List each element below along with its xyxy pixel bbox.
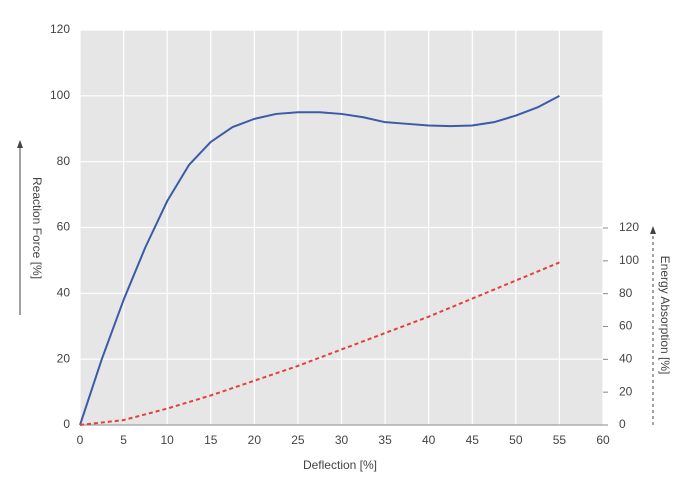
x-tick-label: 30 [335, 433, 349, 447]
y2-tick-label: 20 [619, 384, 633, 398]
y2-tick-label: 80 [619, 286, 633, 300]
y-arrow-head [17, 140, 23, 148]
x-tick-label: 40 [422, 433, 436, 447]
x-tick-label: 45 [466, 433, 480, 447]
series-line [79, 94, 560, 426]
x-tick-label: 5 [120, 433, 127, 447]
y2-tick-label: 40 [619, 352, 633, 366]
x-tick-label: 35 [378, 433, 392, 447]
series-line [79, 261, 560, 426]
y2-tick-label: 60 [619, 319, 633, 333]
x-tick-label: 60 [596, 433, 610, 447]
y2-tick-label: 0 [619, 417, 626, 431]
y2-arrow-head [650, 226, 656, 234]
y-tick-label: 60 [57, 220, 71, 234]
x-tick-label: 10 [160, 433, 174, 447]
y-tick-label: 40 [57, 286, 71, 300]
y-tick-label: 0 [63, 417, 70, 431]
y2-tick-label: 120 [619, 220, 639, 234]
x-tick-label: 0 [77, 433, 84, 447]
x-axis-label: Deflection [%] [303, 458, 377, 472]
x-tick-label: 50 [509, 433, 523, 447]
y2-axis-label: Energy Absorption [%] [658, 256, 672, 375]
y2-tick-label: 100 [619, 253, 639, 267]
x-tick-label: 20 [248, 433, 262, 447]
x-tick-label: 15 [204, 433, 218, 447]
y-tick-label: 20 [57, 351, 71, 365]
y-axis-label: Reaction Force [%] [30, 177, 44, 279]
y-tick-label: 120 [50, 22, 70, 36]
y-tick-label: 80 [57, 154, 71, 168]
y-tick-label: 100 [50, 88, 70, 102]
x-tick-label: 55 [553, 433, 567, 447]
x-tick-label: 25 [291, 433, 305, 447]
